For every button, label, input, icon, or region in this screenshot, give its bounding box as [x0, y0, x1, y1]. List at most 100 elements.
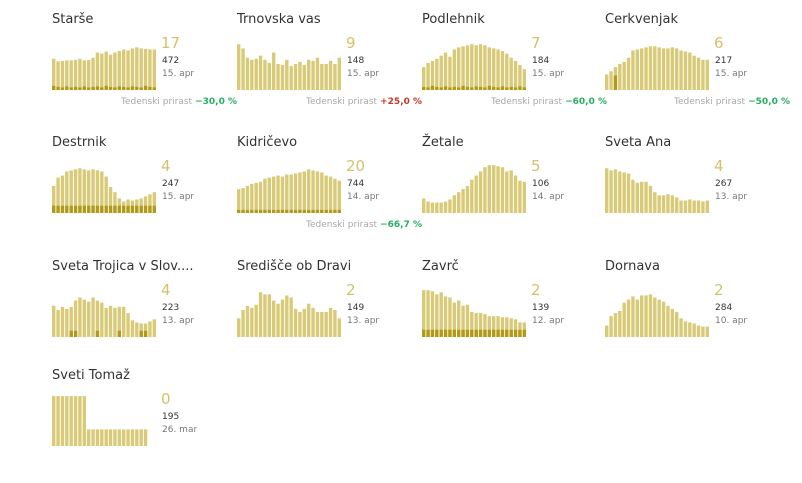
bar-total: [670, 195, 675, 213]
bar-total: [293, 173, 298, 213]
bar-total: [95, 300, 100, 337]
bar-total: [487, 165, 492, 213]
bar-new: [426, 329, 430, 337]
bar-total: [122, 306, 126, 337]
bar-total: [311, 307, 315, 337]
bar-new: [457, 87, 461, 90]
bar-total: [443, 296, 448, 337]
bar-total: [500, 317, 505, 337]
bar-total: [422, 67, 426, 90]
weekly-growth: Tedenski prirast −66,7 %: [306, 220, 422, 230]
bar-new: [500, 329, 505, 337]
bar-total: [82, 60, 87, 90]
bar-total: [78, 396, 82, 446]
bar-total: [701, 201, 705, 213]
bar-total: [289, 66, 293, 90]
bar-new: [439, 329, 443, 337]
bar-new: [461, 85, 465, 90]
bar-total: [100, 53, 104, 90]
bar-total: [609, 316, 613, 337]
bar-new: [126, 87, 130, 90]
chart-title: Kidričevo: [237, 135, 298, 150]
bar-total: [73, 396, 78, 446]
bar-total: [148, 321, 152, 337]
bar-total: [324, 175, 328, 213]
bar-total: [648, 185, 653, 213]
chart-panel: Dornava 2 284 10. apr: [605, 259, 790, 374]
bar-total: [457, 300, 461, 337]
bar-chart: [422, 44, 527, 90]
bar-new: [95, 86, 100, 90]
bar-total: [298, 61, 302, 90]
bar-total: [87, 170, 91, 213]
bar-total: [108, 187, 113, 213]
bar-total: [324, 312, 328, 337]
bar-total: [117, 429, 122, 446]
current-value: 2: [346, 281, 356, 299]
bar-total: [139, 429, 143, 446]
total-value: 223: [162, 303, 180, 313]
bar-chart: [605, 46, 710, 90]
bar-new: [91, 205, 95, 213]
bar-new: [613, 75, 618, 90]
bar-total: [245, 305, 250, 337]
bar-new: [139, 330, 143, 337]
current-value: 17: [161, 34, 181, 52]
bar-total: [65, 396, 69, 446]
bar-new: [337, 209, 342, 213]
bar-chart: [52, 168, 157, 213]
bar-total: [258, 55, 263, 90]
chart-panel: Starše 17 472 15. apr Tedenski prirast −30,0 …: [52, 12, 237, 127]
bar-total: [73, 169, 78, 213]
bar-total: [452, 195, 457, 213]
bar-total: [666, 48, 670, 90]
bar-total: [254, 182, 258, 213]
bar-total: [422, 198, 426, 213]
bar-total: [448, 297, 452, 337]
bar-total: [263, 178, 267, 213]
bar-total: [52, 58, 56, 90]
bar-total: [430, 291, 435, 337]
chart-title: Cerkvenjak: [605, 12, 678, 27]
bar-total: [87, 429, 91, 446]
bar-total: [69, 60, 73, 90]
bar-new: [461, 329, 465, 337]
bar-new: [263, 209, 267, 213]
bar-total: [135, 429, 139, 446]
current-value: 2: [714, 281, 724, 299]
chart-title: Sveti Tomaž: [52, 368, 130, 383]
bar-total: [276, 303, 280, 337]
bar-total: [505, 171, 509, 213]
bar-new: [509, 329, 513, 337]
bar-total: [522, 69, 527, 90]
bar-total: [263, 59, 267, 90]
bar-total: [505, 317, 509, 337]
bar-new: [52, 205, 56, 213]
bar-new: [241, 209, 245, 213]
chart-title: Podlehnik: [422, 12, 485, 27]
bar-total: [117, 306, 122, 337]
weekly-growth-label: Tedenski prirast: [306, 220, 378, 230]
bar-total: [644, 47, 648, 90]
chart-title: Trnovska vas: [237, 12, 321, 27]
chart-title: Dornava: [605, 259, 660, 274]
bar-total: [609, 170, 613, 213]
bar-total: [500, 51, 505, 90]
bar-total: [461, 189, 465, 213]
bar-total: [487, 316, 492, 337]
bar-total: [653, 297, 657, 337]
bar-total: [143, 48, 148, 90]
date-label: 13. apr: [347, 316, 380, 326]
total-value: 472: [162, 56, 180, 66]
bar-new: [130, 86, 135, 90]
chart-title: Starše: [52, 12, 94, 27]
date-label: 10. apr: [715, 316, 748, 326]
bar-total: [293, 64, 298, 90]
bar-total: [315, 312, 320, 337]
bar-total: [337, 57, 342, 90]
bar-total: [241, 309, 245, 337]
bar-total: [670, 47, 675, 90]
bar-new: [470, 329, 474, 337]
bar-total: [307, 59, 311, 90]
bar-new: [492, 329, 496, 337]
